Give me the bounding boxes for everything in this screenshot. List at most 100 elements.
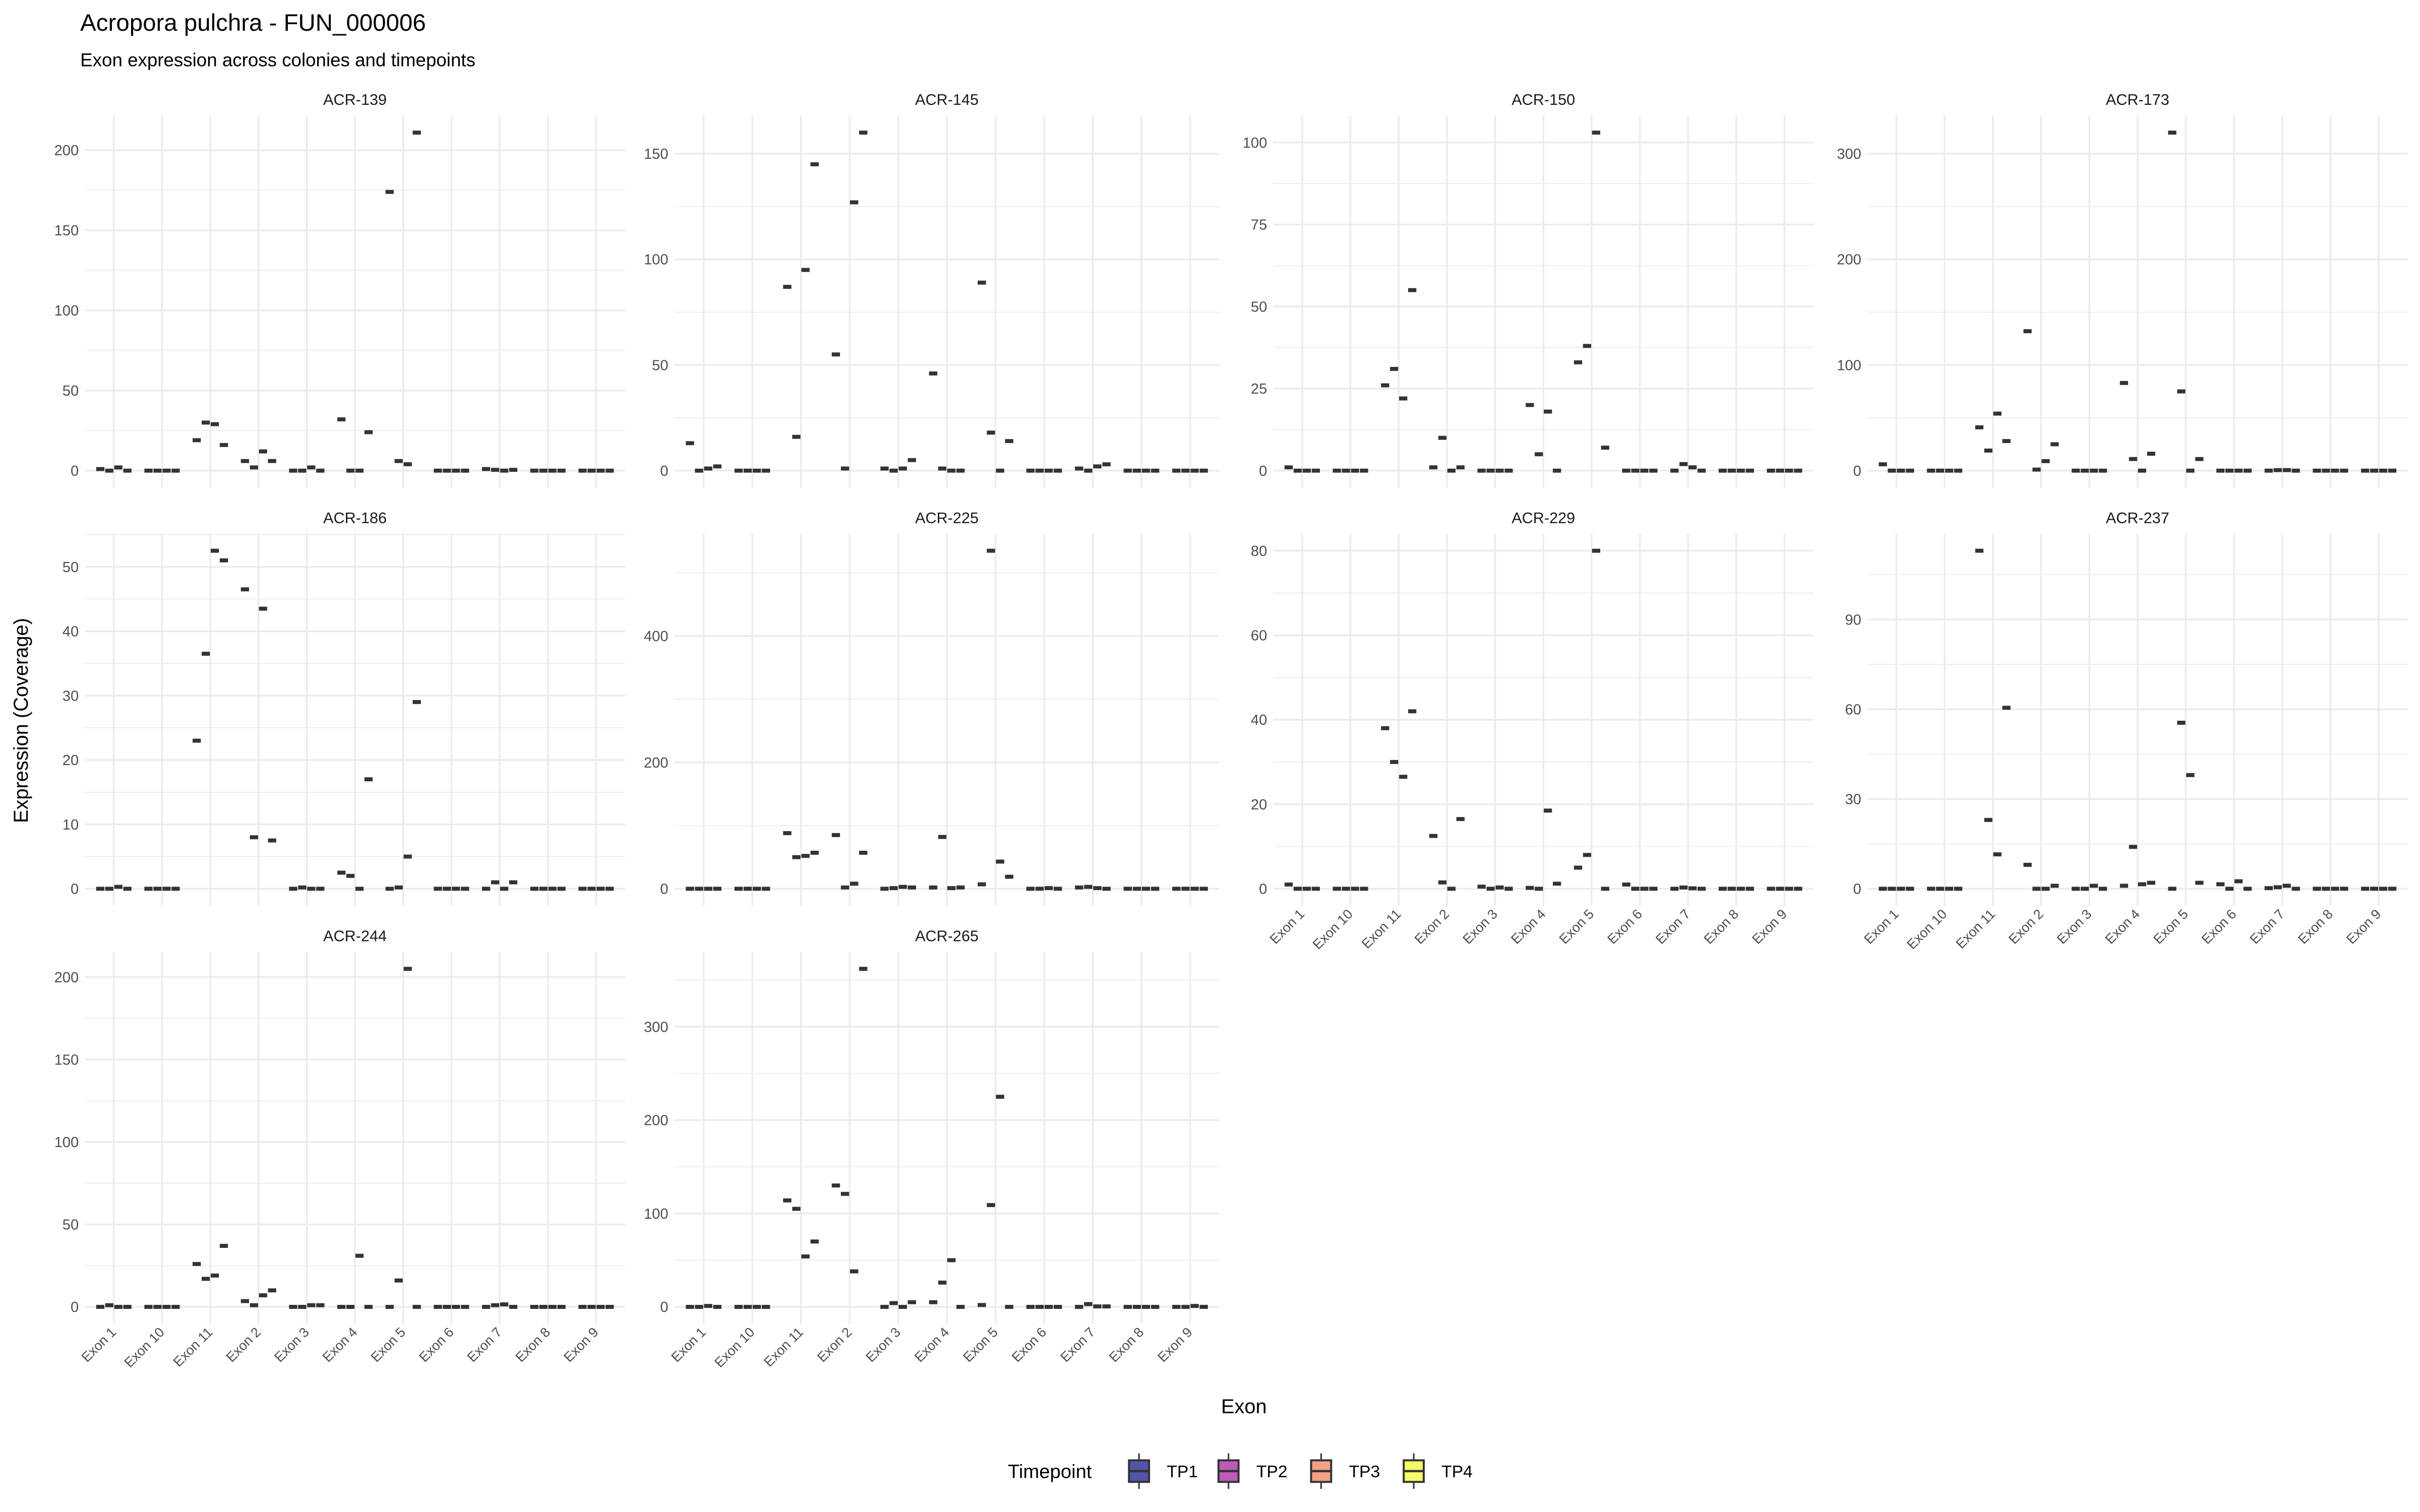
boxplot-tp1-mark (2023, 862, 2032, 867)
x-tick-label: Exon 3 (2054, 906, 2094, 947)
boxplot-tp3-mark (1399, 775, 1408, 779)
boxplot-tp2-mark (153, 468, 162, 473)
boxplot-tp3-mark (1093, 1304, 1102, 1309)
boxplot-tp1-mark (2216, 882, 2225, 887)
boxplot-tp3-mark (1190, 1304, 1199, 1308)
boxplot-tp4-mark (2195, 880, 2204, 885)
y-tick-label: 200 (644, 755, 669, 771)
boxplot-tp2-mark (1583, 344, 1592, 348)
facet-strip-title: ACR-145 (915, 91, 979, 108)
boxplot-tp3-mark (1736, 887, 1745, 891)
y-tick-label: 0 (1853, 463, 1861, 479)
boxplot-tp1-mark (1622, 883, 1630, 887)
boxplot-tp3-mark (548, 887, 557, 891)
x-tick-label: Exon 8 (513, 1325, 553, 1365)
boxplot-tp1-mark (1767, 468, 1775, 473)
boxplot-tp4-mark (123, 468, 132, 473)
boxplot-tp3-mark (307, 465, 316, 470)
x-tick-label: Exon 1 (669, 1325, 709, 1365)
boxplot-tp2-mark (394, 459, 403, 463)
facet-strip-title: ACR-150 (1511, 91, 1575, 108)
boxplot-tp4-mark (2388, 887, 2397, 891)
x-tick-label: Exon 10 (1904, 906, 1950, 952)
x-tick-label: Exon 3 (271, 1325, 312, 1365)
boxplot-tp3-mark (403, 967, 412, 971)
boxplot-tp2-mark (394, 1278, 403, 1283)
boxplot-tp3-mark (355, 468, 364, 473)
boxplot-tp1-mark (2216, 468, 2225, 473)
boxplot-tp3-mark (1993, 411, 2002, 416)
boxplot-tp1-mark (2023, 329, 2032, 334)
boxplot-tp3-mark (1495, 885, 1504, 890)
boxplot-tp4-mark (412, 1305, 421, 1309)
boxplot-tp4-mark (268, 459, 276, 463)
x-tick-label: Exon 11 (1359, 906, 1404, 952)
boxplot-tp2-mark (1390, 760, 1399, 764)
boxplot-tp4-mark (1408, 288, 1417, 292)
boxplot-tp4-mark (908, 1300, 916, 1304)
boxplot-tp3-mark (162, 468, 171, 473)
boxplot-tp4-mark (171, 887, 180, 891)
x-tick-label: Exon 6 (1009, 1325, 1049, 1365)
boxplot-tp1-mark (1927, 887, 1935, 891)
boxplot-tp3-mark (2089, 468, 2098, 473)
boxplot-tp1-mark (1526, 403, 1534, 407)
boxplot-tp4-mark (1552, 468, 1561, 473)
boxplot-tp4-mark (1601, 887, 1609, 891)
boxplot-tp3-mark (1897, 887, 1905, 891)
boxplot-tp2-mark (2370, 887, 2379, 891)
boxplot-tp1-mark (783, 831, 792, 836)
boxplot-tp2-mark (743, 887, 752, 891)
facet-strip-title: ACR-244 (323, 927, 387, 944)
boxplot-tp2-mark (443, 887, 451, 891)
y-tick-label: 0 (71, 881, 79, 898)
x-tick-label: Exon 5 (368, 1325, 408, 1365)
boxplot-tp4-mark (956, 885, 965, 890)
boxplot-tp1-mark (880, 466, 889, 471)
boxplot-tp4-mark (219, 558, 228, 562)
boxplot-tp1-mark (337, 870, 346, 875)
boxplot-tp3-mark (1044, 468, 1053, 473)
boxplot-tp1-mark (337, 417, 346, 422)
boxplot-tp2-mark (2032, 887, 2041, 891)
boxplot-tp1-mark (1574, 865, 1583, 870)
boxplot-tp1-mark (96, 1305, 104, 1309)
boxplot-tp3-mark (1190, 887, 1199, 891)
boxplot-tp4-mark (1053, 887, 1062, 891)
x-tick-label: Exon 5 (1556, 906, 1597, 947)
boxplot-tp2-mark (1679, 885, 1688, 890)
boxplot-tp1-mark (1333, 468, 1341, 473)
x-tick-label: Exon 2 (223, 1325, 264, 1365)
y-tick-label: 0 (71, 463, 79, 479)
boxplot-tp4-mark (2098, 887, 2107, 891)
x-tick-label: Exon 7 (464, 1325, 505, 1365)
x-tick-label: Exon 8 (1701, 906, 1741, 947)
boxplot-tp4-mark (268, 1288, 276, 1293)
boxplot-tp3-mark (307, 887, 316, 891)
boxplot-tp2-mark (2032, 467, 2041, 472)
boxplot-tp4-mark (1151, 887, 1160, 891)
boxplot-tp4-mark (2147, 452, 2155, 456)
boxplot-tp3-mark (2282, 468, 2291, 472)
boxplot-tp3-mark (801, 854, 810, 858)
y-tick-label: 80 (1251, 543, 1267, 559)
boxplot-tp2-mark (153, 1305, 162, 1309)
boxplot-tp3-mark (259, 1293, 267, 1298)
boxplot-tp1-mark (240, 459, 249, 463)
boxplot-tp4-mark (1601, 446, 1609, 450)
y-tick-label: 20 (63, 752, 79, 769)
y-tick-label: 150 (54, 223, 79, 239)
boxplot-tp2-mark (889, 1301, 898, 1305)
boxplot-tp3-mark (596, 1305, 605, 1309)
boxplot-tp2-mark (2177, 721, 2186, 725)
boxplot-tp2-mark (346, 1305, 355, 1309)
boxplot-tp4-mark (219, 1243, 228, 1248)
boxplot-tp3-mark (2379, 887, 2388, 891)
boxplot-tp1-mark (978, 882, 986, 887)
boxplot-tp4-mark (713, 464, 721, 469)
y-tick-label: 0 (71, 1299, 79, 1315)
boxplot-tp1-mark (144, 468, 153, 473)
boxplot-tp1-mark (880, 887, 889, 891)
boxplot-tp2-mark (695, 1305, 703, 1309)
